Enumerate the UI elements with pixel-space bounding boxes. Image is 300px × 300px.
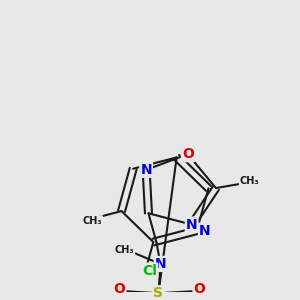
Text: CH₃: CH₃ — [115, 245, 134, 255]
Text: N: N — [155, 257, 166, 271]
Text: N: N — [140, 163, 152, 177]
Text: CH₃: CH₃ — [240, 176, 259, 186]
Text: N: N — [199, 224, 211, 238]
Text: O: O — [194, 282, 206, 296]
Text: O: O — [113, 282, 125, 296]
Text: CH₃: CH₃ — [82, 216, 102, 226]
Text: S: S — [154, 286, 164, 300]
Text: N: N — [186, 218, 197, 232]
Text: O: O — [182, 147, 194, 161]
Text: Cl: Cl — [142, 264, 157, 278]
